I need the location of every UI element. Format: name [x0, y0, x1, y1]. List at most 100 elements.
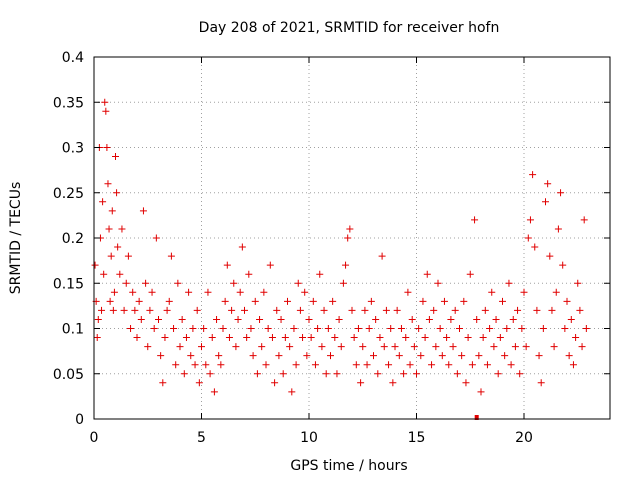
data-point [363, 361, 371, 369]
data-point [344, 234, 352, 242]
data-point [359, 343, 367, 351]
data-point [516, 370, 524, 378]
data-point [535, 352, 543, 360]
data-point [572, 334, 580, 342]
y-tick-label: 0.15 [53, 276, 84, 292]
x-tick-label: 15 [408, 430, 426, 446]
data-point [537, 379, 545, 387]
y-tick-label: 0.35 [53, 95, 84, 111]
data-point [391, 343, 399, 351]
data-point [400, 370, 408, 378]
data-point [178, 315, 186, 323]
data-point [193, 306, 201, 314]
zero-marker [474, 415, 479, 420]
data-point [544, 180, 552, 188]
data-point [552, 288, 560, 296]
data-point [324, 325, 332, 332]
data-point [320, 306, 328, 314]
data-point [243, 334, 251, 342]
data-point [492, 315, 500, 323]
data-point [157, 352, 165, 360]
y-axis-title: SRMTID / TECUs [8, 182, 24, 295]
data-point [180, 370, 188, 378]
data-point [460, 297, 468, 305]
data-point [559, 261, 567, 269]
data-point [382, 306, 390, 314]
x-tick-label: 5 [197, 430, 206, 446]
data-point [120, 306, 128, 314]
data-point [569, 361, 577, 369]
x-axis-title: GPS time / hours [290, 458, 407, 474]
y-tick-label: 0.2 [62, 231, 84, 247]
data-point [331, 334, 339, 342]
data-point [131, 306, 139, 314]
data-point [249, 352, 257, 360]
data-point [507, 361, 515, 369]
y-tick-label: 0.1 [62, 322, 84, 338]
data-point [423, 270, 431, 278]
data-point [100, 270, 108, 278]
plot-frame [93, 56, 611, 420]
data-point [413, 370, 420, 378]
data-point [262, 361, 270, 369]
data-point [417, 352, 425, 360]
data-point [301, 288, 309, 296]
data-point [488, 288, 496, 296]
y-tick-label: 0 [75, 412, 84, 428]
data-point [264, 325, 272, 332]
data-point [408, 315, 416, 323]
data-point [161, 334, 169, 342]
data-point [230, 279, 238, 287]
data-point [421, 334, 429, 342]
data-point [124, 252, 132, 260]
data-point [108, 207, 116, 215]
data-point [114, 243, 122, 251]
data-point [202, 361, 210, 369]
data-point [490, 343, 498, 351]
data-point [204, 288, 212, 296]
data-point [296, 306, 304, 314]
data-point [576, 306, 584, 314]
data-point [494, 370, 502, 378]
data-point [387, 325, 395, 332]
data-point [449, 343, 457, 351]
data-point [526, 216, 534, 224]
data-point [466, 270, 474, 278]
data-point [395, 352, 403, 360]
data-point [148, 288, 156, 296]
data-point [322, 370, 330, 378]
data-point [496, 334, 504, 342]
data-point [174, 279, 182, 287]
data-point [234, 315, 242, 323]
data-point [440, 297, 448, 305]
data-point [102, 107, 110, 115]
data-point [172, 361, 180, 369]
data-point [550, 343, 558, 351]
data-point [228, 306, 236, 314]
data-point [155, 315, 162, 323]
data-point [378, 252, 386, 260]
data-point [580, 216, 588, 224]
data-point [342, 261, 350, 269]
y-tick-label: 0.05 [53, 367, 84, 383]
data-point [505, 279, 513, 287]
y-tick-label: 0.3 [62, 141, 84, 157]
data-point [367, 297, 375, 305]
data-point [189, 325, 197, 332]
data-point [354, 325, 362, 332]
data-point [200, 325, 208, 332]
data-point [428, 361, 436, 369]
data-point [256, 315, 264, 323]
y-tick-label: 0.25 [53, 186, 84, 202]
data-point [539, 325, 547, 332]
data-point [361, 306, 369, 314]
data-point [152, 234, 160, 242]
data-point [445, 361, 453, 369]
x-tick-label: 20 [515, 430, 533, 446]
data-point [144, 343, 152, 351]
data-point [146, 306, 154, 314]
data-point [374, 370, 382, 378]
data-point [335, 315, 343, 323]
data-point [245, 270, 253, 278]
